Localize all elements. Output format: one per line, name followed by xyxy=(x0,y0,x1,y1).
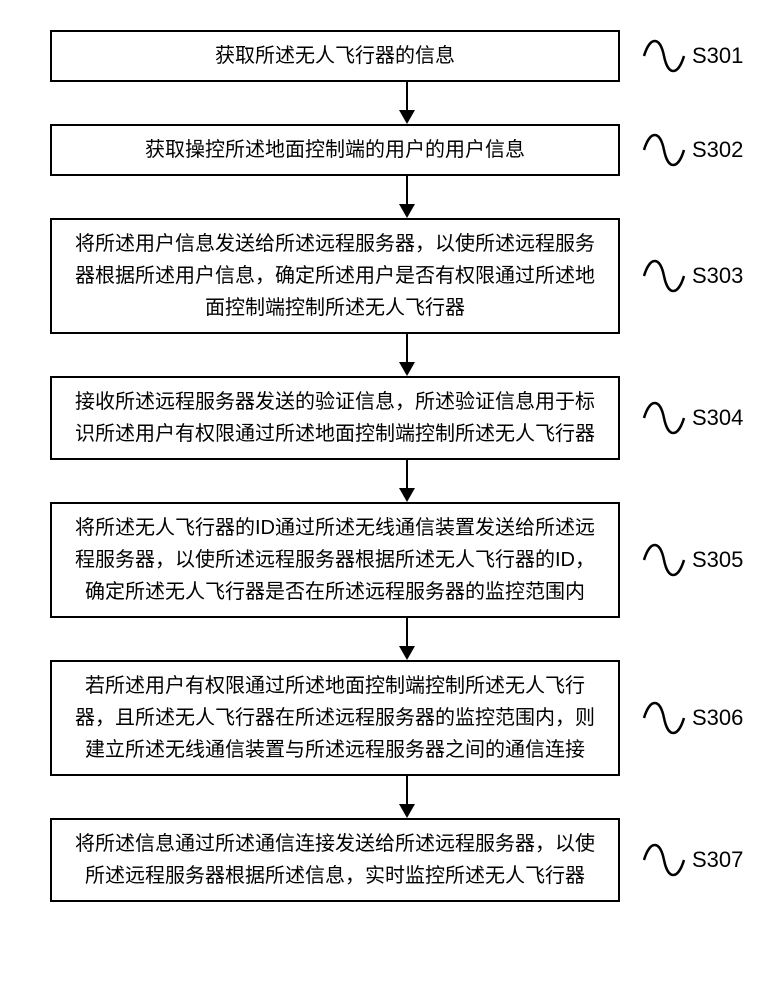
arrow-head xyxy=(399,362,415,376)
step-row: 获取所述无人飞行器的信息 S301 xyxy=(0,30,763,82)
arrow-icon xyxy=(122,776,692,818)
step-id: S307 xyxy=(692,847,743,873)
step-text: 接收所述远程服务器发送的验证信息，所述验证信息用于标识所述用户有权限通过所述地面… xyxy=(66,386,604,450)
wave-icon xyxy=(640,128,688,172)
arrow-icon xyxy=(122,82,692,124)
arrow-line xyxy=(406,460,408,488)
step-text: 若所述用户有权限通过所述地面控制端控制所述无人飞行器，且所述无人飞行器在所述远程… xyxy=(66,670,604,766)
step-row: 将所述无人飞行器的ID通过所述无线通信装置发送给所述远程服务器，以使所述远程服务… xyxy=(0,502,763,618)
step-id: S304 xyxy=(692,405,743,431)
step-label-wrap: S307 xyxy=(640,838,743,882)
step-row: 接收所述远程服务器发送的验证信息，所述验证信息用于标识所述用户有权限通过所述地面… xyxy=(0,376,763,460)
wave-icon xyxy=(640,538,688,582)
arrow-line xyxy=(406,334,408,362)
arrow-icon xyxy=(122,176,692,218)
flowchart-container: 获取所述无人飞行器的信息 S301 获取操控所述地面控制端的用户的用户信息 S3… xyxy=(0,30,763,902)
step-id: S301 xyxy=(692,43,743,69)
wave-icon xyxy=(640,254,688,298)
wave-icon xyxy=(640,396,688,440)
step-text: 将所述用户信息发送给所述远程服务器，以使所述远程服务器根据所述用户信息，确定所述… xyxy=(66,228,604,324)
wave-icon xyxy=(640,696,688,740)
step-row: 若所述用户有权限通过所述地面控制端控制所述无人飞行器，且所述无人飞行器在所述远程… xyxy=(0,660,763,776)
step-node-s303: 将所述用户信息发送给所述远程服务器，以使所述远程服务器根据所述用户信息，确定所述… xyxy=(50,218,620,334)
step-id: S305 xyxy=(692,547,743,573)
arrow-line xyxy=(406,82,408,110)
step-node-s307: 将所述信息通过所述通信连接发送给所述远程服务器，以使所述远程服务器根据所述信息，… xyxy=(50,818,620,902)
step-node-s302: 获取操控所述地面控制端的用户的用户信息 xyxy=(50,124,620,176)
arrow-head xyxy=(399,204,415,218)
step-node-s304: 接收所述远程服务器发送的验证信息，所述验证信息用于标识所述用户有权限通过所述地面… xyxy=(50,376,620,460)
wave-icon xyxy=(640,838,688,882)
step-text: 获取操控所述地面控制端的用户的用户信息 xyxy=(145,134,525,166)
step-node-s301: 获取所述无人飞行器的信息 xyxy=(50,30,620,82)
arrow-icon xyxy=(122,334,692,376)
step-row: 将所述用户信息发送给所述远程服务器，以使所述远程服务器根据所述用户信息，确定所述… xyxy=(0,218,763,334)
arrow-head xyxy=(399,646,415,660)
step-id: S302 xyxy=(692,137,743,163)
step-row: 将所述信息通过所述通信连接发送给所述远程服务器，以使所述远程服务器根据所述信息，… xyxy=(0,818,763,902)
arrow-head xyxy=(399,488,415,502)
step-row: 获取操控所述地面控制端的用户的用户信息 S302 xyxy=(0,124,763,176)
arrow-line xyxy=(406,776,408,804)
step-text: 将所述无人飞行器的ID通过所述无线通信装置发送给所述远程服务器，以使所述远程服务… xyxy=(66,512,604,608)
step-node-s305: 将所述无人飞行器的ID通过所述无线通信装置发送给所述远程服务器，以使所述远程服务… xyxy=(50,502,620,618)
step-text: 获取所述无人飞行器的信息 xyxy=(215,40,455,72)
step-label-wrap: S303 xyxy=(640,254,743,298)
step-node-s306: 若所述用户有权限通过所述地面控制端控制所述无人飞行器，且所述无人飞行器在所述远程… xyxy=(50,660,620,776)
arrow-line xyxy=(406,176,408,204)
arrow-icon xyxy=(122,618,692,660)
step-label-wrap: S302 xyxy=(640,128,743,172)
step-id: S306 xyxy=(692,705,743,731)
step-label-wrap: S304 xyxy=(640,396,743,440)
arrow-head xyxy=(399,110,415,124)
step-label-wrap: S305 xyxy=(640,538,743,582)
step-id: S303 xyxy=(692,263,743,289)
arrow-head xyxy=(399,804,415,818)
step-label-wrap: S301 xyxy=(640,34,743,78)
step-text: 将所述信息通过所述通信连接发送给所述远程服务器，以使所述远程服务器根据所述信息，… xyxy=(66,828,604,892)
arrow-icon xyxy=(122,460,692,502)
wave-icon xyxy=(640,34,688,78)
step-label-wrap: S306 xyxy=(640,696,743,740)
arrow-line xyxy=(406,618,408,646)
